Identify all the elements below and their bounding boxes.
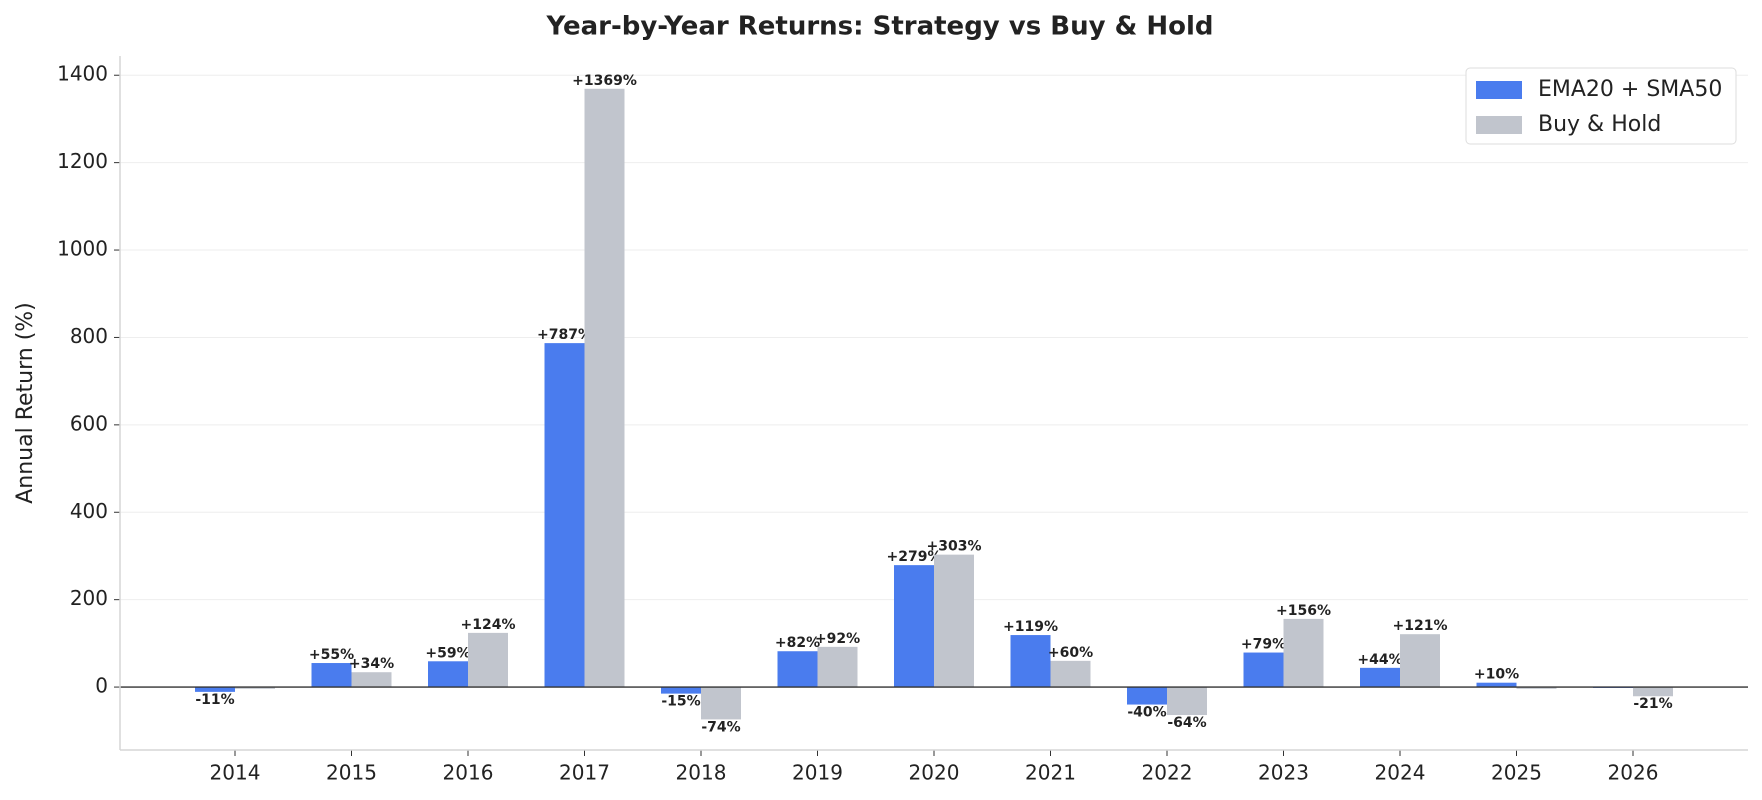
value-label: +55% (309, 647, 354, 663)
value-label: +279% (887, 549, 942, 565)
x-tick-label: 2024 (1375, 761, 1426, 785)
y-tick-label: 400 (70, 499, 108, 523)
legend-swatch (1476, 81, 1522, 99)
y-tick-label: 600 (70, 411, 108, 435)
bar (1167, 687, 1207, 716)
value-label: +156% (1276, 603, 1331, 619)
value-label: -40% (1127, 705, 1166, 721)
y-tick-label: 200 (70, 586, 108, 610)
bar (817, 646, 858, 688)
bar (777, 651, 818, 688)
value-label: +787% (537, 327, 592, 343)
bar (351, 672, 392, 688)
x-tick-label: 2019 (792, 761, 843, 785)
value-label: -11% (195, 692, 234, 708)
y-tick-label: 1400 (57, 62, 108, 86)
bar (428, 661, 468, 688)
x-tick-label: 2017 (559, 761, 610, 785)
bar (1360, 667, 1400, 688)
x-tick-label: 2016 (443, 761, 494, 785)
value-label: +82% (775, 635, 820, 651)
value-label: +59% (425, 645, 470, 661)
bar (1127, 687, 1167, 705)
bar (1516, 687, 1557, 689)
x-tick-label: 2014 (210, 761, 261, 785)
x-tick-label: 2018 (676, 761, 727, 785)
bar (934, 554, 974, 688)
value-label: +60% (1048, 645, 1093, 661)
value-label: +1369% (572, 73, 637, 89)
bar (894, 565, 934, 688)
value-label: +34% (349, 656, 394, 672)
bar (1243, 652, 1284, 688)
value-label: +44% (1357, 652, 1402, 668)
bar (1010, 635, 1051, 688)
x-tick-label: 2021 (1025, 761, 1076, 785)
value-label: +303% (927, 539, 982, 555)
y-tick-label: 800 (70, 324, 108, 348)
value-label: -21% (1633, 696, 1672, 712)
bar (544, 343, 585, 688)
x-tick-label: 2015 (326, 761, 377, 785)
bar (1400, 634, 1440, 688)
bar (1476, 682, 1517, 688)
x-tick-label: 2022 (1142, 761, 1193, 785)
legend-box (1465, 67, 1737, 145)
y-axis-label: Annual Return (%) (13, 302, 38, 504)
bar (311, 663, 352, 688)
value-label: +124% (461, 617, 516, 633)
x-tick-label: 2025 (1491, 761, 1542, 785)
value-label: -74% (701, 719, 740, 735)
y-tick-label: 0 (95, 674, 108, 698)
bar (468, 632, 508, 688)
value-label: -15% (661, 694, 700, 710)
legend-label: EMA20 + SMA50 (1538, 77, 1722, 102)
bar (584, 88, 625, 688)
bar (701, 687, 741, 720)
bar (1633, 687, 1673, 697)
value-label: +10% (1474, 667, 1519, 683)
value-label: +119% (1003, 619, 1058, 635)
y-tick-label: 1000 (57, 237, 108, 261)
legend-label: Buy & Hold (1538, 112, 1661, 137)
y-tick-label: 1200 (57, 149, 108, 173)
value-label: +92% (815, 631, 860, 647)
bar (1050, 660, 1091, 688)
value-label: +121% (1393, 618, 1448, 634)
value-label: +79% (1241, 637, 1286, 653)
bar (661, 687, 701, 694)
bar (235, 687, 275, 689)
value-label: -64% (1167, 715, 1206, 731)
bar (195, 687, 235, 692)
chart-title: Year-by-Year Returns: Strategy vs Buy & … (546, 12, 1214, 42)
x-tick-label: 2020 (909, 761, 960, 785)
bar (1283, 618, 1324, 688)
x-tick-label: 2026 (1608, 761, 1659, 785)
x-tick-label: 2023 (1258, 761, 1309, 785)
legend-swatch (1476, 116, 1522, 134)
